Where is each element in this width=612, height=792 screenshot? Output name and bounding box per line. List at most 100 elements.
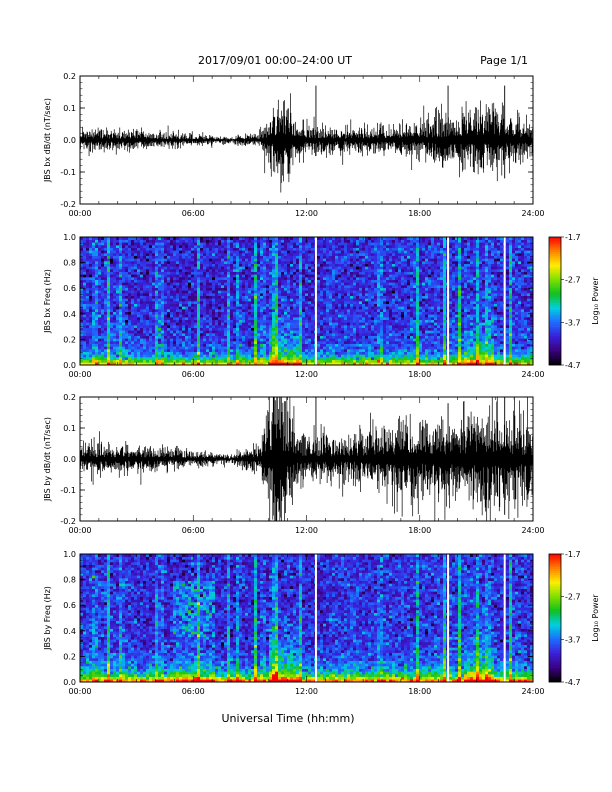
heatmap-cell — [305, 327, 309, 331]
heatmap-cell — [380, 362, 384, 366]
heatmap-cell — [173, 277, 177, 280]
heatmap-cell — [308, 335, 312, 339]
heatmap-cell — [344, 295, 348, 299]
heatmap-cell — [116, 338, 120, 342]
heatmap-cell — [308, 343, 312, 347]
heatmap-cell — [164, 357, 168, 360]
heatmap-cell — [230, 325, 234, 328]
heatmap-cell — [170, 306, 174, 310]
heatmap-cell — [164, 242, 168, 246]
heatmap-cell — [242, 301, 246, 304]
heatmap-cell — [119, 354, 123, 358]
heatmap-cell — [218, 298, 222, 302]
heatmap-cell — [263, 309, 267, 312]
heatmap-cell — [341, 319, 345, 323]
heatmap-cell — [377, 325, 381, 328]
heatmap-cell — [200, 314, 204, 318]
heatmap-cell — [242, 237, 246, 240]
heatmap-cell — [332, 303, 336, 307]
heatmap-cell — [131, 239, 135, 243]
heatmap-cell — [131, 282, 135, 286]
heatmap-cell — [242, 335, 246, 339]
heatmap-cell — [254, 258, 258, 262]
heatmap-cell — [326, 287, 330, 291]
heatmap-cell — [191, 333, 195, 336]
heatmap-cell — [173, 287, 177, 291]
heatmap-cell — [137, 362, 141, 366]
heatmap-cell — [161, 341, 165, 344]
heatmap-cell — [182, 325, 186, 328]
heatmap-cell — [191, 237, 195, 240]
heatmap-cell — [296, 269, 300, 272]
heatmap-cell — [233, 325, 237, 328]
heatmap-cell — [140, 271, 144, 275]
heatmap-cell — [368, 245, 372, 248]
heatmap-cell — [80, 349, 84, 352]
heatmap-cell — [158, 263, 162, 267]
heatmap-cell — [167, 311, 171, 315]
heatmap-cell — [293, 287, 297, 291]
heatmap-cell — [86, 274, 90, 278]
heatmap-cell — [380, 354, 384, 358]
heatmap-cell — [296, 253, 300, 256]
heatmap-cell — [326, 359, 330, 363]
heatmap-cell — [245, 301, 249, 304]
heatmap-cell — [101, 319, 105, 323]
heatmap-cell — [332, 290, 336, 294]
heatmap-cell — [131, 301, 135, 304]
heatmap-cell — [176, 266, 180, 270]
heatmap-cell — [110, 258, 114, 262]
heatmap-cell — [254, 343, 258, 347]
heatmap-cell — [89, 279, 93, 283]
heatmap-cell — [95, 239, 99, 243]
heatmap-cell — [209, 333, 213, 336]
heatmap-cell — [242, 341, 246, 344]
heatmap-cell — [362, 359, 366, 363]
heatmap-cell — [335, 298, 339, 302]
heatmap-cell — [245, 311, 249, 315]
heatmap-cell — [155, 266, 159, 270]
heatmap-cell — [107, 311, 111, 315]
heatmap-cell — [104, 311, 108, 315]
heatmap-cell — [269, 245, 273, 248]
heatmap-cell — [191, 303, 195, 307]
heatmap-cell — [299, 354, 303, 358]
heatmap-cell — [197, 295, 201, 299]
heatmap-cell — [263, 263, 267, 267]
heatmap-cell — [248, 242, 252, 246]
heatmap-cell — [299, 258, 303, 262]
heatmap-cell — [296, 266, 300, 270]
heatmap-cell — [194, 317, 198, 320]
heatmap-cell — [113, 335, 117, 339]
heatmap-cell — [251, 242, 255, 246]
heatmap-cell — [143, 359, 147, 363]
heatmap-cell — [263, 341, 267, 344]
heatmap-cell — [383, 351, 387, 355]
heatmap-cell — [242, 279, 246, 283]
heatmap-cell — [143, 298, 147, 302]
heatmap-cell — [140, 266, 144, 270]
heatmap-cell — [152, 269, 156, 272]
heatmap-cell — [287, 327, 291, 331]
heatmap-cell — [122, 245, 126, 248]
heatmap-cell — [278, 351, 282, 355]
heatmap-cell — [350, 322, 354, 326]
heatmap-cell — [284, 285, 288, 288]
heatmap-cell — [305, 330, 309, 334]
heatmap-cell — [191, 306, 195, 310]
heatmap-cell — [200, 263, 204, 267]
heatmap-cell — [290, 237, 294, 240]
heatmap-cell — [239, 314, 243, 318]
heatmap-cell — [377, 279, 381, 283]
heatmap-cell — [215, 287, 219, 291]
heatmap-cell — [188, 327, 192, 331]
heatmap-cell — [149, 266, 153, 270]
heatmap-cell — [353, 282, 357, 286]
heatmap-cell — [242, 287, 246, 291]
heatmap-cell — [302, 295, 306, 299]
heatmap-cell — [272, 325, 276, 328]
heatmap-cell — [182, 301, 186, 304]
heatmap-cell — [326, 253, 330, 256]
heatmap-cell — [92, 306, 96, 310]
heatmap-cell — [233, 269, 237, 272]
